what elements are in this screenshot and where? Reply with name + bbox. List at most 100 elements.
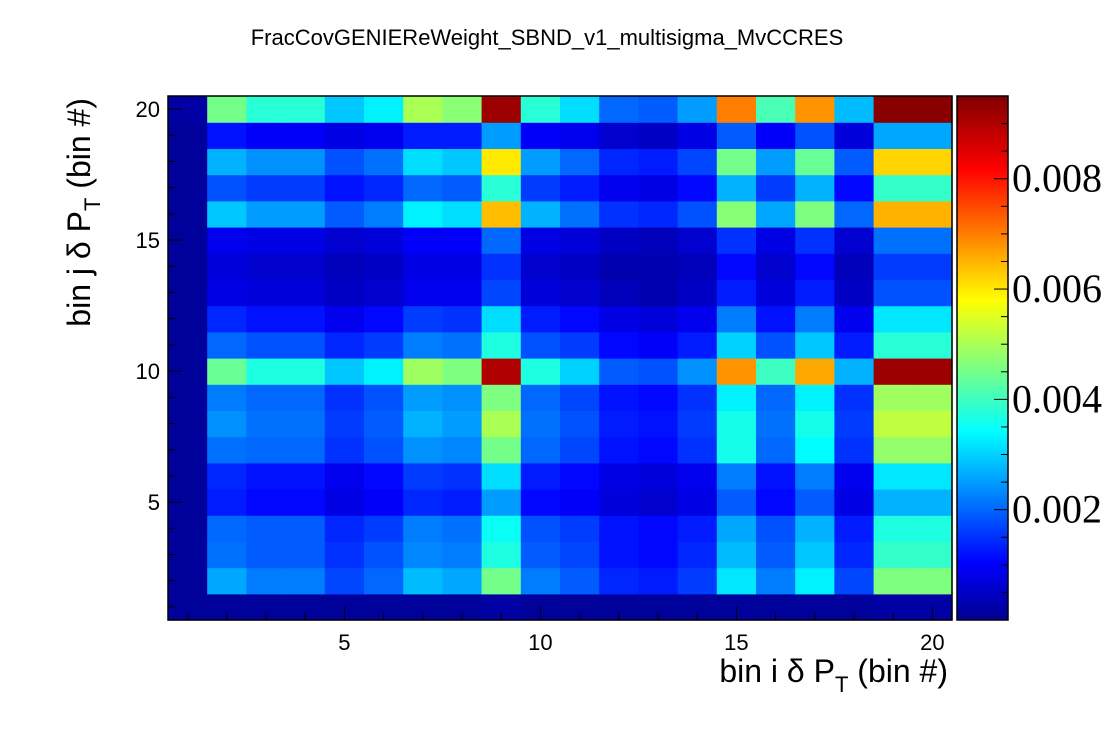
heatmap-cell — [364, 462, 404, 490]
y-tick-label: 5 — [148, 490, 160, 515]
heatmap-cell — [207, 96, 247, 123]
heatmap-cell — [599, 96, 639, 123]
heatmap-cell — [599, 567, 639, 595]
heatmap-cell — [246, 305, 287, 333]
heatmap-cell — [324, 122, 365, 149]
heatmap-cell — [834, 200, 875, 228]
heatmap-cell — [207, 541, 247, 569]
heatmap-cell — [442, 541, 483, 569]
heatmap-cell — [520, 279, 561, 307]
heatmap-cell — [364, 122, 404, 149]
heatmap-cell — [560, 331, 600, 359]
heatmap-cell — [677, 96, 718, 123]
heatmap-cell — [324, 515, 365, 542]
heatmap-cell — [403, 515, 443, 542]
heatmap-cell — [285, 489, 326, 516]
heatmap-cell — [285, 227, 326, 254]
heatmap-cell — [716, 410, 757, 438]
heatmap-cell — [246, 96, 287, 123]
heatmap-cell — [207, 515, 247, 542]
heatmap-cell — [481, 358, 522, 385]
heatmap-cell — [638, 515, 679, 542]
heatmap-cell — [599, 541, 639, 569]
heatmap-cell — [520, 148, 561, 176]
heatmap-cell — [481, 174, 522, 202]
heatmap-cell — [403, 253, 443, 280]
heatmap-cell — [834, 122, 875, 149]
heatmap-cell — [716, 279, 757, 307]
heatmap-cell — [912, 96, 953, 123]
heatmap-cell — [795, 96, 835, 123]
heatmap-cell — [716, 331, 757, 359]
heatmap-cell — [246, 279, 287, 307]
heatmap-cell — [324, 96, 365, 123]
heatmap-cell — [834, 384, 875, 411]
heatmap-cell — [873, 489, 914, 516]
heatmap-cell — [599, 410, 639, 438]
heatmap-cell — [207, 462, 247, 490]
heatmap-cell — [285, 436, 326, 464]
heatmap-cell — [207, 358, 247, 385]
heatmap-cell — [520, 227, 561, 254]
heatmap-cell — [912, 541, 953, 569]
heatmap-cell — [481, 200, 522, 228]
heatmap-cell — [442, 567, 483, 595]
heatmap-cell — [207, 227, 247, 254]
heatmap-cell — [795, 358, 835, 385]
heatmap-cell — [481, 515, 522, 542]
heatmap-cell — [677, 305, 718, 333]
heatmap-cell — [677, 410, 718, 438]
heatmap-cell — [834, 358, 875, 385]
heatmap-cell — [246, 541, 287, 569]
heatmap-cell — [442, 279, 483, 307]
y-tick-label: 20 — [136, 97, 160, 122]
heatmap-cell — [756, 174, 796, 202]
heatmap-cell — [364, 305, 404, 333]
heatmap-cell — [599, 515, 639, 542]
heatmap-cell — [285, 358, 326, 385]
x-axis-label-suffix: (bin #) — [848, 653, 948, 689]
heatmap-cell — [481, 384, 522, 411]
heatmap-cell — [834, 515, 875, 542]
heatmap-cell — [246, 489, 287, 516]
heatmap-cell — [442, 410, 483, 438]
heatmap-cell — [324, 489, 365, 516]
heatmap-cell — [481, 279, 522, 307]
heatmap-cell — [834, 541, 875, 569]
heatmap-cell — [560, 462, 600, 490]
heatmap-cell — [520, 331, 561, 359]
heatmap-cell — [599, 253, 639, 280]
heatmap-cell — [403, 200, 443, 228]
heatmap-cell — [873, 515, 914, 542]
heatmap-cell — [912, 279, 953, 307]
heatmap-cell — [677, 541, 718, 569]
heatmap-cell — [285, 253, 326, 280]
heatmap-cell — [599, 462, 639, 490]
heatmap-cell — [716, 515, 757, 542]
heatmap-cell — [756, 279, 796, 307]
heatmap-cell — [599, 148, 639, 176]
heatmap-cell — [873, 96, 914, 123]
heatmap-cell — [834, 489, 875, 516]
heatmap-cell — [246, 567, 287, 595]
heatmap-cell — [756, 515, 796, 542]
heatmap-cell — [716, 253, 757, 280]
heatmap-cell — [677, 174, 718, 202]
heatmap-cell — [324, 279, 365, 307]
heatmap-cell — [285, 200, 326, 228]
heatmap-cell — [442, 227, 483, 254]
heatmap-cell — [873, 567, 914, 595]
heatmap-cell — [481, 489, 522, 516]
heatmap-cell — [403, 148, 443, 176]
heatmap-cell — [716, 227, 757, 254]
heatmap-cell — [756, 489, 796, 516]
heatmap-cell — [246, 148, 287, 176]
heatmap-cell — [638, 462, 679, 490]
y-axis-label-suffix: (bin #) — [61, 98, 97, 198]
heatmap-cell — [560, 489, 600, 516]
heatmap-cell — [560, 358, 600, 385]
heatmap-cell — [442, 200, 483, 228]
heatmap-cell — [481, 148, 522, 176]
heatmap-cell — [403, 331, 443, 359]
heatmap-cell — [756, 227, 796, 254]
